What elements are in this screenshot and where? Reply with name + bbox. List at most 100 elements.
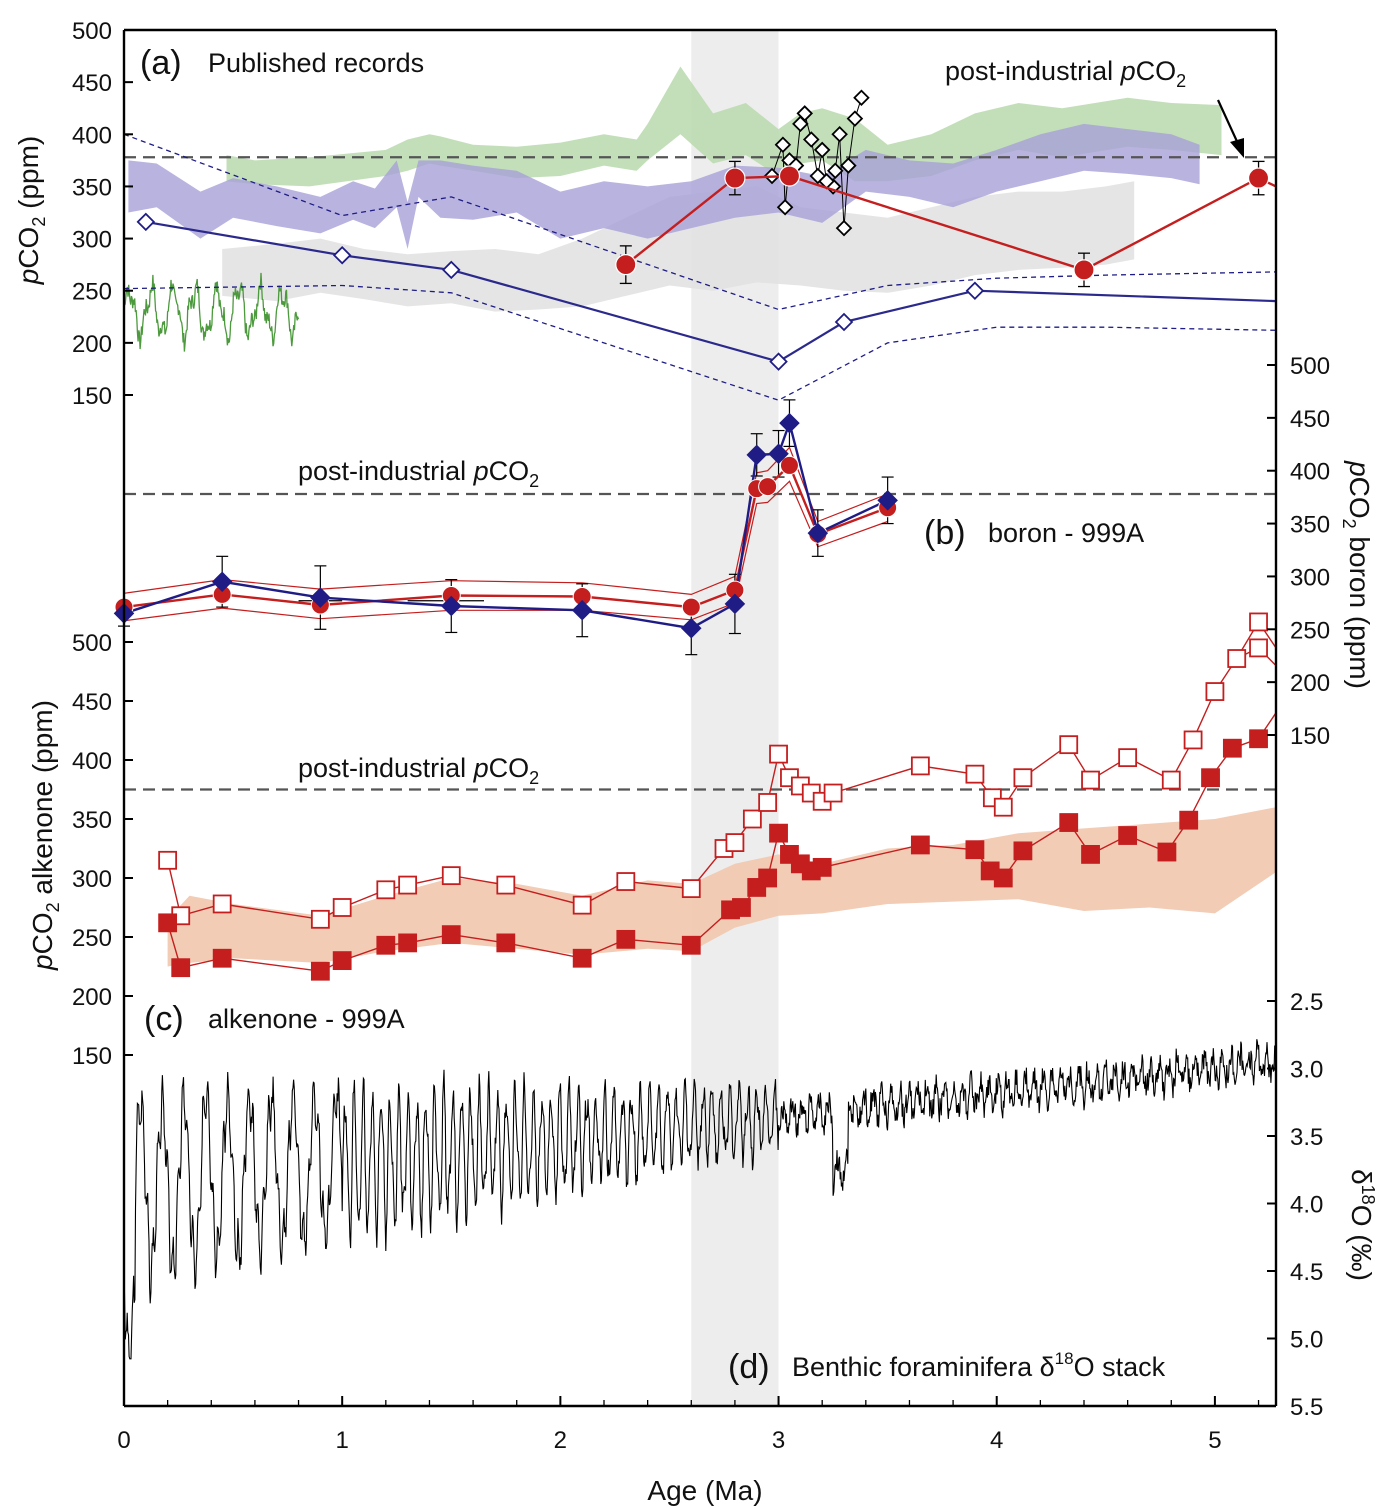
red-filled-square [966,841,983,858]
red-filled-square [759,870,776,887]
ref-label-b: post-industrial pCO2 [298,456,539,491]
panel-a-title: Published records [208,48,424,78]
y-tick-label-b: 250 [1290,617,1330,644]
x-tick-label: 2 [554,1427,567,1454]
red-filled-square [733,899,750,916]
ref-label-b-co: CO [489,456,530,486]
red-filled-square [617,931,634,948]
x-tick-label: 3 [772,1427,785,1454]
y-tick-label-d: 3.5 [1290,1124,1323,1151]
red-filled-square [312,963,329,980]
ref-arrow-head [1230,138,1244,158]
red-filled-square [1250,730,1267,747]
blue-open-diamond [836,314,852,330]
y-label-d-delta: δ [1346,1169,1377,1185]
y-label-c-p: p [27,954,58,971]
y-tick-label-c: 250 [72,925,112,952]
blue-filled-diamond [573,601,591,619]
y-tick-label-b: 400 [1290,459,1330,486]
red-filled-square [497,934,514,951]
red-filled-square [399,934,416,951]
y-tick-label-a: 150 [72,383,112,410]
blue-open-diamond [138,214,154,230]
red-open-square [726,834,743,851]
panel-d-title-prefix: Benthic foraminifera [792,1352,1040,1382]
ref-label-c-sub: 2 [529,768,539,788]
y-label-b-co: CO [1344,477,1375,519]
y-tick-label-b: 200 [1290,670,1330,697]
red-filled-square [683,937,700,954]
red-open-square [1014,769,1031,786]
red-filled-square [1119,827,1136,844]
red-filled-circle [779,166,799,186]
red-filled-square [443,926,460,943]
blue-filled-diamond [780,414,798,432]
red-open-square [334,899,351,916]
y-tick-label-d: 4.5 [1290,1259,1323,1286]
ref-label-c-prefix: post-industrial [298,753,474,783]
y-label-a-co: CO [13,227,44,269]
red-filled-square [1158,844,1175,861]
red-filled-square [912,836,929,853]
red-filled-square [1180,812,1197,829]
y-label-a: pCO2 (ppm) [13,136,49,286]
y-tick-label-a: 250 [72,279,112,306]
y-tick-label-c: 350 [72,807,112,834]
red-open-square [497,877,514,894]
y-tick-label-d: 4.0 [1290,1192,1323,1219]
red-open-square [1228,650,1245,667]
red-filled-square [1014,842,1031,859]
x-axis-label: Age (Ma) [647,1475,762,1506]
red-filled-circle [616,255,636,275]
panel-d-title-sup: 18 [1055,1349,1074,1368]
y-tick-label-a: 350 [72,174,112,201]
red-open-square [214,895,231,912]
y-label-b-sub: 2 [1339,519,1359,529]
y-tick-label-b: 350 [1290,512,1330,539]
y-tick-label-c: 200 [72,984,112,1011]
panel-a-letter: (a) [140,44,182,82]
y-label-c-unit: alkenone (ppm) [27,700,58,902]
ref-label-a-sub: 2 [1176,71,1186,91]
y-label-b: pCO2 boron (ppm) [1339,460,1375,689]
y-tick-label-c: 400 [72,748,112,775]
red-filled-square [1060,814,1077,831]
y-label-a-unit: (ppm) [13,136,44,217]
blue-open-diamond [967,283,983,299]
y-tick-label-d: 5.5 [1290,1394,1323,1421]
red-open-square [1119,749,1136,766]
black-open-diamond [854,91,868,105]
red-open-square [759,794,776,811]
y-tick-label-a: 300 [72,227,112,254]
y-tick-label-b: 300 [1290,564,1330,591]
red-open-square [1250,639,1267,656]
panel-c-title: alkenone - 999A [208,1004,405,1034]
red-filled-square [377,937,394,954]
y-tick-label-a: 400 [72,122,112,149]
red-open-square [825,785,842,802]
red-open-square [1250,613,1267,630]
red-filled-square [1224,740,1241,757]
panel-b-title: boron - 999A [988,518,1144,548]
ref-label-b-sub: 2 [529,471,539,491]
ref-label-a-prefix: post-industrial [945,56,1121,86]
y-label-c-co: CO [27,912,58,954]
x-tick-label: 4 [990,1427,1003,1454]
y-tick-label-c: 150 [72,1043,112,1070]
red-filled-circle [1249,168,1269,188]
panel-d-letter: (d) [728,1348,770,1386]
y-tick-label-a: 500 [72,18,112,45]
red-open-square [912,757,929,774]
y-label-b-unit: boron (ppm) [1344,529,1375,689]
panel-c-letter: (c) [144,1000,184,1038]
red-open-square [1082,772,1099,789]
y-tick-label-d: 5.0 [1290,1327,1323,1354]
panel-d-title: Benthic foraminifera δ18O stack [792,1349,1166,1382]
ref-label-c-co: CO [489,753,530,783]
y-label-d-unit: O (‰) [1346,1205,1377,1281]
y-tick-label-d: 2.5 [1290,989,1323,1016]
y-label-d: δ18O (‰) [1346,1169,1378,1281]
y-label-a-p: p [13,269,44,286]
y-tick-label-a: 200 [72,331,112,358]
